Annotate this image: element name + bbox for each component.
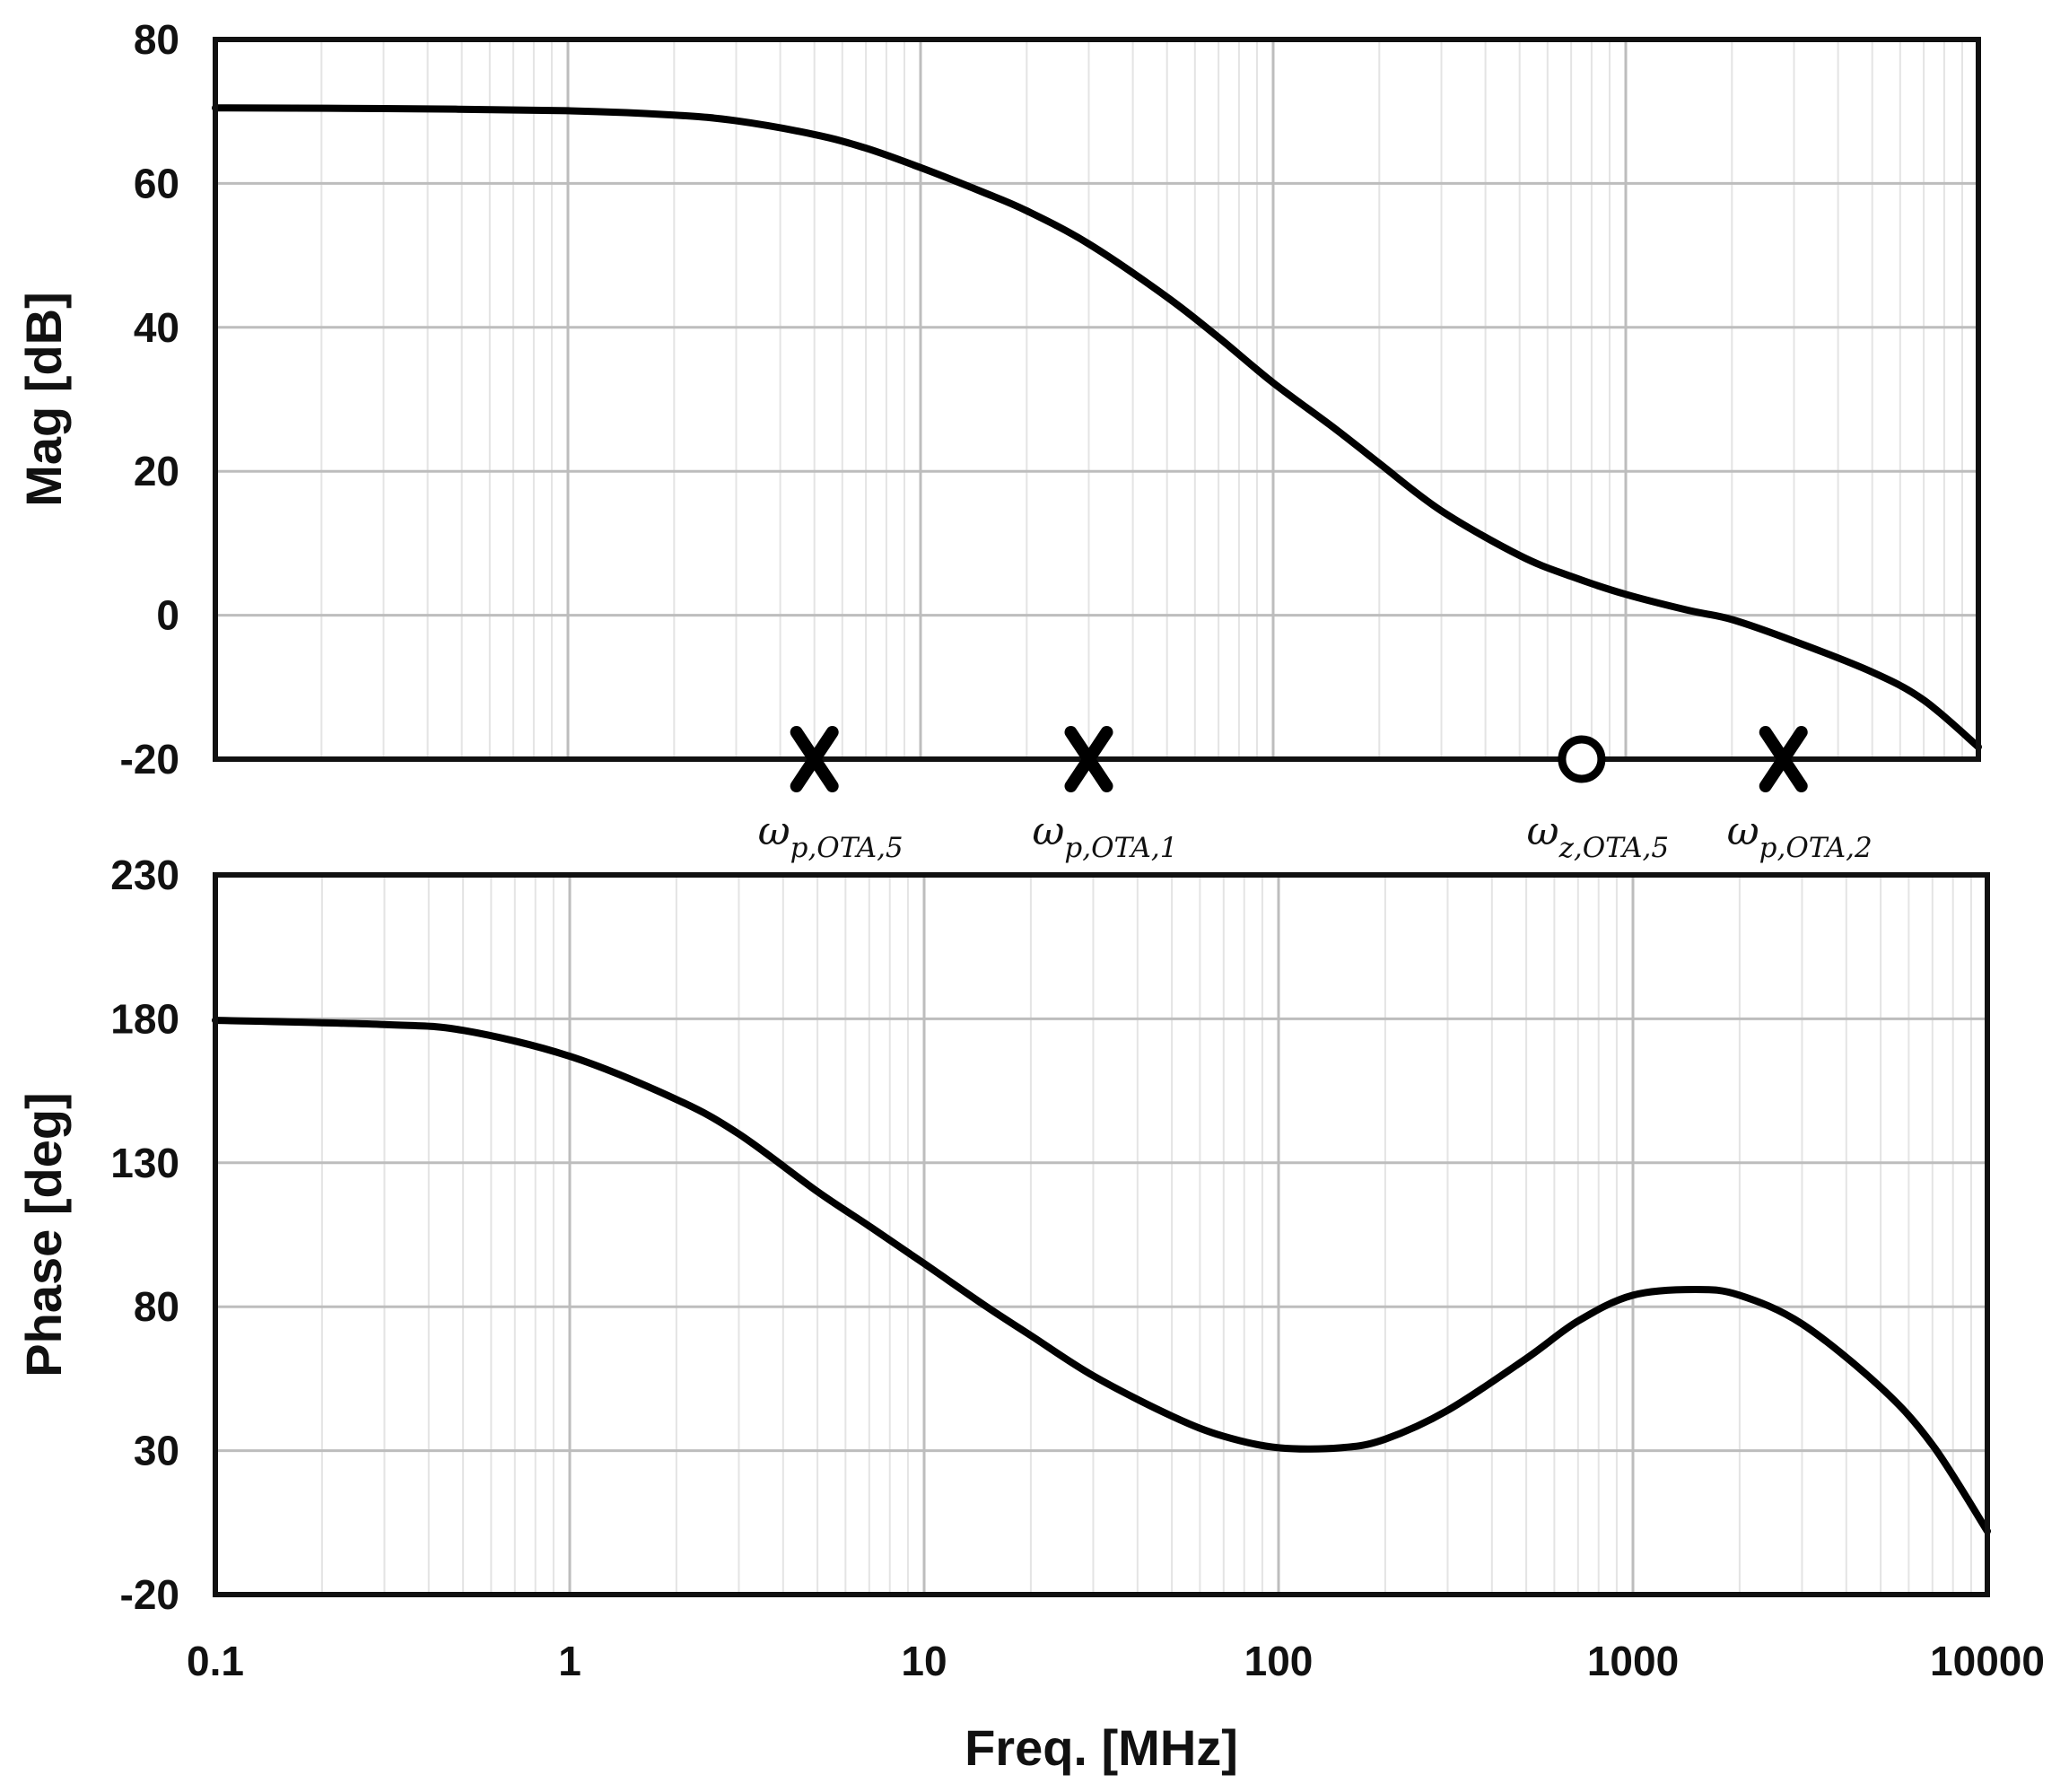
pole-marker-icon (1064, 726, 1113, 792)
marker-label-symbol: ω (758, 809, 790, 854)
pole-stroke (790, 726, 839, 792)
pole-stroke (1064, 726, 1113, 792)
phase-y-axis-label: Phase [deg] (15, 1092, 72, 1377)
phase-grid (215, 875, 1987, 1595)
x-tick-label: 100 (1244, 1638, 1314, 1684)
pole-stroke (1759, 726, 1808, 792)
y-tick-label: -20 (120, 736, 179, 782)
marker-label-symbol: ω (1527, 809, 1559, 854)
phase-plot-frame (213, 872, 1990, 1597)
y-tick-label: -20 (120, 1571, 179, 1618)
y-tick-label: 80 (134, 16, 179, 63)
x-tick-label: 10 (901, 1638, 947, 1684)
phase-panel: 230 180 130 80 30 -20 0.1 1 10 100 1000 10000 Phas… (15, 852, 2045, 1776)
marker-label: ωp,OTA,1 (1033, 809, 1178, 864)
marker-label: ωz,OTA,5 (1527, 809, 1669, 864)
y-tick-label: 180 (110, 995, 179, 1042)
marker-label-symbol: ω (1033, 809, 1065, 854)
marker-label-subscript: z,OTA,5 (1558, 832, 1670, 864)
marker-label-subscript: p,OTA,2 (1759, 832, 1873, 864)
marker-label-symbol: ω (1727, 809, 1759, 854)
x-tick-label: 0.1 (187, 1638, 244, 1684)
pole-zero-markers: ωp,OTA,5 ωp,OTA,1 ωz,OTA,5 ωp,OTA,2 (758, 726, 1873, 864)
pole-marker-icon (1759, 726, 1808, 792)
x-tick-label: 1 (558, 1638, 581, 1684)
magnitude-y-axis-label: Mag [dB] (15, 292, 72, 507)
y-tick-label: 0 (156, 592, 179, 639)
x-axis-label: Freq. [MHz] (965, 1719, 1238, 1776)
y-tick-label: 20 (134, 448, 179, 494)
magnitude-y-tick-labels: 80 60 40 20 0 -20 (120, 16, 179, 782)
y-tick-label: 80 (134, 1283, 179, 1330)
y-tick-label: 130 (110, 1140, 179, 1186)
y-tick-label: 40 (134, 304, 179, 351)
marker-label-subscript: p,OTA,1 (1064, 832, 1177, 864)
magnitude-plot-frame (213, 37, 1981, 762)
magnitude-curve (212, 104, 1982, 751)
pole-marker-icon (790, 726, 839, 792)
x-tick-label: 10000 (1930, 1638, 2045, 1684)
y-tick-label: 60 (134, 160, 179, 206)
marker-label-subscript: p,OTA,5 (790, 832, 904, 864)
y-tick-label: 230 (110, 852, 179, 898)
x-tick-labels: 0.1 1 10 100 1000 10000 (187, 1638, 2045, 1684)
y-tick-label: 30 (134, 1428, 179, 1474)
x-tick-label: 1000 (1587, 1638, 1679, 1684)
marker-label: ωp,OTA,2 (1727, 809, 1873, 864)
marker-label: ωp,OTA,5 (758, 809, 904, 864)
magnitude-grid (215, 39, 1978, 759)
phase-y-tick-labels: 230 180 130 80 30 -20 (110, 852, 179, 1618)
phase-curve (212, 1017, 1991, 1535)
zero-marker-icon (1558, 735, 1606, 783)
